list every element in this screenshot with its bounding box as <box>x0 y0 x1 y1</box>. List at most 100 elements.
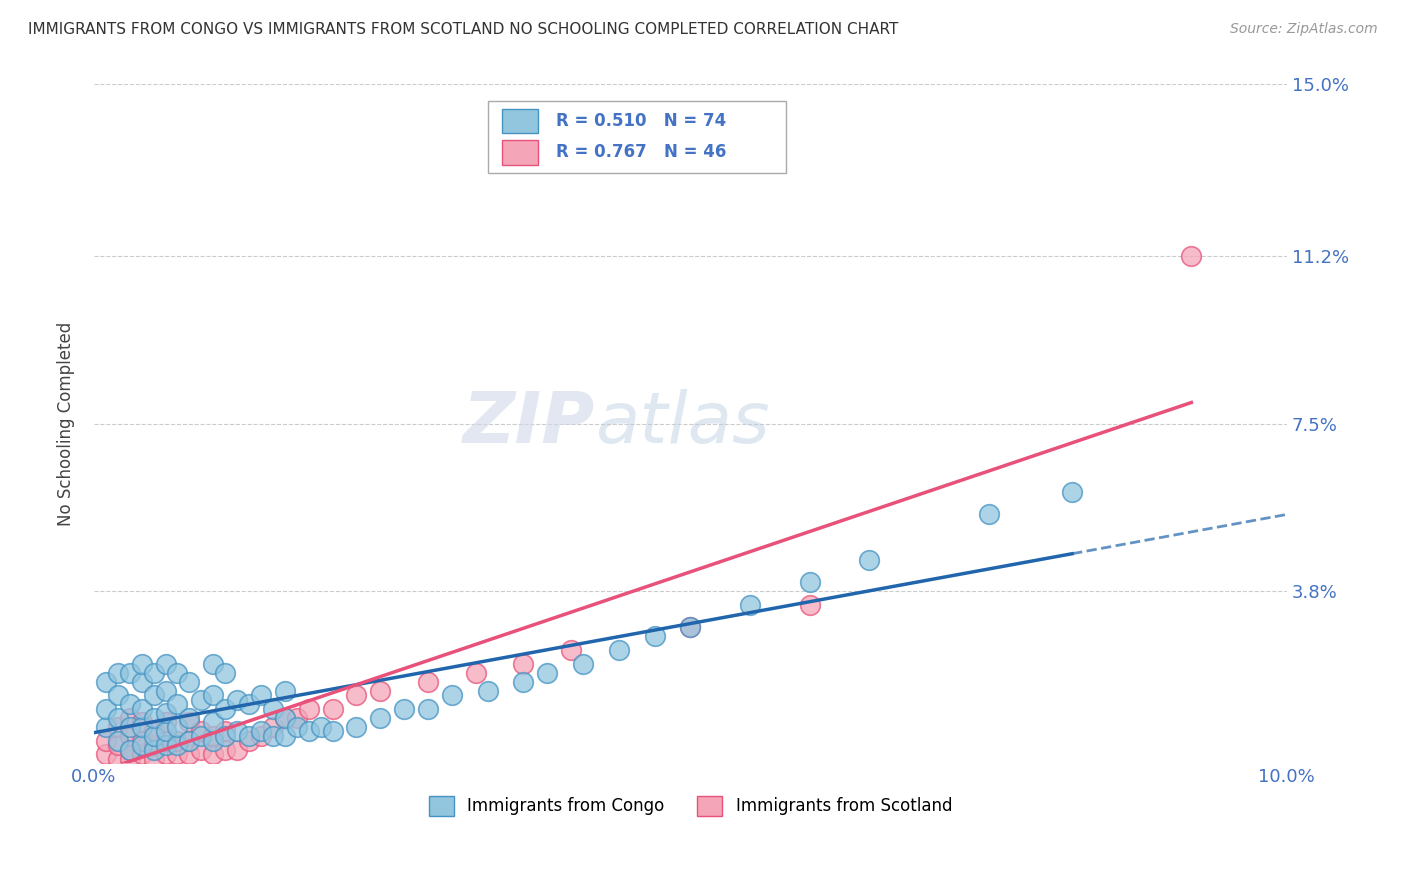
Point <box>142 665 165 680</box>
Point <box>179 674 201 689</box>
Point <box>118 711 141 725</box>
Point <box>94 747 117 761</box>
FancyBboxPatch shape <box>502 109 537 133</box>
Point <box>131 747 153 761</box>
Point <box>344 720 367 734</box>
Point <box>118 665 141 680</box>
Point <box>166 738 188 752</box>
Point <box>142 729 165 743</box>
Point <box>166 720 188 734</box>
Legend: Immigrants from Congo, Immigrants from Scotland: Immigrants from Congo, Immigrants from S… <box>422 789 959 822</box>
Point <box>190 742 212 756</box>
Point <box>214 702 236 716</box>
Point <box>607 643 630 657</box>
Point <box>94 674 117 689</box>
Point <box>118 751 141 765</box>
Point <box>131 733 153 747</box>
Point <box>572 657 595 671</box>
Point <box>392 702 415 716</box>
Text: IMMIGRANTS FROM CONGO VS IMMIGRANTS FROM SCOTLAND NO SCHOOLING COMPLETED CORRELA: IMMIGRANTS FROM CONGO VS IMMIGRANTS FROM… <box>28 22 898 37</box>
Point <box>166 747 188 761</box>
Point <box>94 720 117 734</box>
Text: atlas: atlas <box>595 389 769 458</box>
Text: R = 0.510   N = 74: R = 0.510 N = 74 <box>555 112 725 130</box>
Point <box>94 702 117 716</box>
Point <box>238 733 260 747</box>
Point <box>118 698 141 712</box>
Point <box>344 688 367 702</box>
Point <box>142 742 165 756</box>
Point <box>155 683 177 698</box>
Point <box>214 742 236 756</box>
Point <box>107 751 129 765</box>
Point <box>118 742 141 756</box>
Point <box>107 720 129 734</box>
Point <box>321 724 343 739</box>
Point <box>131 657 153 671</box>
Point <box>214 729 236 743</box>
Point <box>190 729 212 743</box>
Point <box>250 724 273 739</box>
Point <box>107 733 129 747</box>
Point <box>644 629 666 643</box>
Point <box>155 747 177 761</box>
Point <box>94 733 117 747</box>
Point <box>238 729 260 743</box>
Point <box>977 508 1000 522</box>
FancyBboxPatch shape <box>488 102 786 173</box>
Point <box>274 683 297 698</box>
Text: Source: ZipAtlas.com: Source: ZipAtlas.com <box>1230 22 1378 37</box>
Point <box>179 733 201 747</box>
Point <box>155 706 177 721</box>
Point <box>166 698 188 712</box>
Point <box>274 729 297 743</box>
Point <box>536 665 558 680</box>
Point <box>118 729 141 743</box>
Point <box>131 738 153 752</box>
Point <box>142 738 165 752</box>
Point <box>131 674 153 689</box>
Point <box>262 720 284 734</box>
Point <box>155 733 177 747</box>
Point <box>202 657 225 671</box>
Point <box>118 720 141 734</box>
Point <box>155 715 177 730</box>
Point <box>155 738 177 752</box>
Point <box>858 552 880 566</box>
Point <box>142 711 165 725</box>
Point <box>560 643 582 657</box>
Point <box>238 698 260 712</box>
Point <box>107 738 129 752</box>
Point <box>226 724 249 739</box>
Point <box>799 598 821 612</box>
Point <box>202 733 225 747</box>
Point <box>118 742 141 756</box>
Point <box>131 720 153 734</box>
Point <box>464 665 486 680</box>
Point <box>679 620 702 634</box>
Point <box>477 683 499 698</box>
Point <box>226 742 249 756</box>
Point <box>142 724 165 739</box>
Point <box>107 688 129 702</box>
Point <box>190 724 212 739</box>
Point <box>321 702 343 716</box>
FancyBboxPatch shape <box>502 140 537 164</box>
Point <box>1062 484 1084 499</box>
Point <box>799 575 821 590</box>
Point <box>179 733 201 747</box>
Point <box>368 711 391 725</box>
Point <box>274 711 297 725</box>
Point <box>226 693 249 707</box>
Point <box>309 720 332 734</box>
Point <box>440 688 463 702</box>
Point <box>250 688 273 702</box>
Text: ZIP: ZIP <box>463 389 595 458</box>
Point <box>274 711 297 725</box>
Point <box>107 711 129 725</box>
Point <box>155 657 177 671</box>
Point <box>214 724 236 739</box>
Point <box>142 688 165 702</box>
Point <box>298 702 321 716</box>
Point <box>179 711 201 725</box>
